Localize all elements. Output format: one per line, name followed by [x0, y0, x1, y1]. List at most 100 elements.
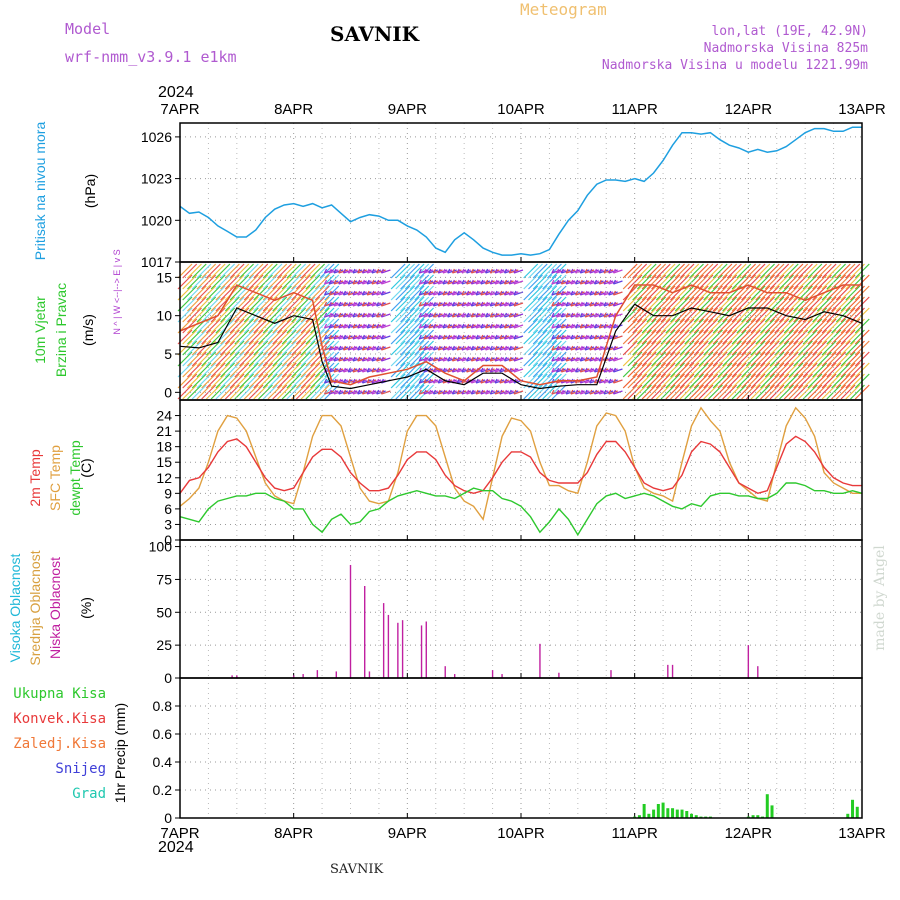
wind-barb	[504, 324, 514, 329]
wind-barb	[300, 296, 316, 312]
wind-barb	[381, 291, 391, 296]
wind-barb	[215, 362, 231, 378]
wind-barb	[324, 373, 340, 389]
wind-barb	[674, 329, 690, 345]
wind-barb	[603, 324, 614, 329]
wind-barb	[456, 346, 467, 351]
wind-barb	[475, 324, 486, 329]
wind-barb	[584, 290, 588, 296]
wind-barb	[480, 301, 484, 307]
wind-barb	[428, 390, 438, 395]
wind-barb	[480, 335, 491, 340]
wind-barb	[347, 367, 351, 373]
wind-barb	[755, 307, 771, 323]
wind-barb	[793, 329, 809, 345]
wind-barb	[712, 384, 728, 400]
wind-barb	[423, 389, 427, 395]
wind-barb	[485, 334, 489, 340]
wind-barb	[376, 323, 380, 329]
wind-barb	[305, 362, 321, 378]
wind-barb	[636, 329, 652, 345]
wind-barb	[277, 362, 292, 378]
wind-barb	[220, 373, 236, 389]
wind-barb	[381, 368, 391, 373]
wind-barb	[612, 367, 617, 373]
wind-barb	[574, 290, 579, 296]
wind-barb	[466, 378, 470, 384]
wind-barb	[665, 362, 681, 378]
wind-barb	[376, 324, 386, 329]
wind-barb	[509, 291, 519, 296]
wind-barb	[348, 335, 358, 340]
wind-barb	[357, 357, 367, 362]
wind-barb	[352, 334, 356, 340]
wind-barb	[220, 263, 236, 279]
wind-barb	[243, 274, 259, 290]
wind-barb	[470, 323, 474, 329]
wind-barb	[745, 362, 761, 378]
wind-barb	[432, 334, 437, 340]
wind-barb	[551, 263, 567, 279]
model-altitude-label: Nadmorska Visina u modelu 1221.99m	[601, 58, 868, 73]
wind-barb	[793, 318, 809, 334]
wind-barb	[499, 390, 509, 395]
wind-barb	[352, 367, 356, 373]
wind-barb	[774, 318, 790, 334]
wind-barb	[802, 263, 818, 279]
wind-barb	[400, 384, 416, 400]
wind-barb	[594, 390, 604, 395]
wind-barb	[300, 274, 316, 290]
wind-barb	[362, 335, 372, 340]
wind-barb	[323, 345, 328, 351]
wind-barb	[210, 274, 226, 290]
wind-barb	[513, 323, 517, 329]
wind-barb	[333, 279, 337, 285]
wind-barb	[593, 345, 598, 351]
wind-barb	[447, 313, 457, 318]
wind-barb	[376, 346, 386, 351]
wind-barb	[783, 373, 799, 389]
wind-barb	[437, 290, 441, 296]
wind-barb	[177, 362, 193, 378]
wind-barb	[357, 346, 367, 351]
wind-barb	[551, 334, 555, 340]
wind-barb	[267, 274, 283, 290]
precip-tick-label: 0.8	[153, 698, 173, 714]
wind-barb	[769, 362, 785, 378]
wind-barb	[551, 302, 562, 307]
wind-barb	[741, 373, 757, 389]
wind-barb	[584, 313, 595, 318]
wind-barb	[731, 296, 747, 312]
temp-unit: (C)	[78, 458, 94, 478]
cloud-tick-label: 50	[156, 604, 172, 620]
wind-barb	[769, 351, 785, 367]
pressure-unit: (hPa)	[82, 173, 98, 209]
wind-barb	[508, 268, 512, 274]
wind-barb	[201, 329, 217, 345]
wind-barb	[594, 302, 604, 307]
wind-barb	[764, 351, 780, 367]
wind-barb	[224, 296, 240, 312]
wind-barb	[717, 307, 733, 323]
wind-barb	[461, 334, 465, 340]
wind-barb	[821, 384, 837, 400]
wind-barb	[310, 362, 326, 378]
wind-barb	[428, 334, 432, 340]
wind-barb	[594, 280, 604, 285]
wind-barb	[281, 296, 297, 312]
wind-barb	[404, 296, 420, 312]
wind-barb	[395, 296, 411, 312]
wind-barb	[338, 301, 342, 307]
wind-barb	[494, 356, 498, 362]
wind-barb	[419, 324, 429, 329]
wind-barb	[812, 285, 828, 301]
wind-barb	[343, 291, 353, 296]
wind-barb	[816, 263, 832, 279]
wind-barb	[708, 329, 723, 345]
wind-barb	[310, 296, 326, 312]
wind-barb	[494, 367, 498, 373]
wind-barb	[745, 296, 761, 312]
wind-barb	[745, 274, 761, 290]
wind-barb	[277, 318, 292, 334]
wind-barb	[674, 351, 690, 367]
